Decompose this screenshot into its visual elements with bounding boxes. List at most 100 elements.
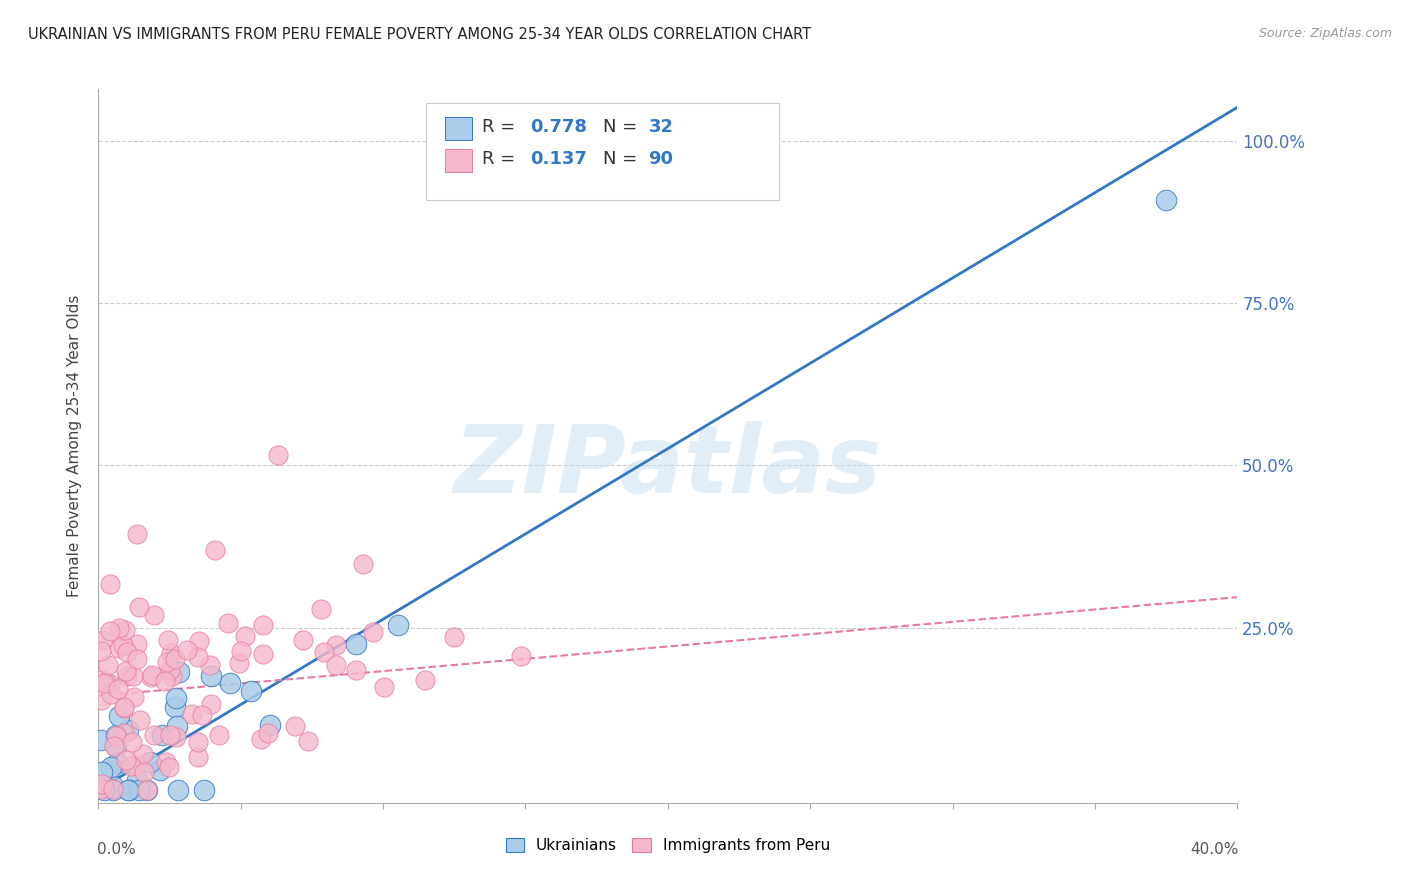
Point xyxy=(117,644,139,658)
Point xyxy=(104,739,127,753)
Y-axis label: Female Poverty Among 25-34 Year Olds: Female Poverty Among 25-34 Year Olds xyxy=(67,295,83,597)
Point xyxy=(291,632,314,647)
FancyBboxPatch shape xyxy=(444,149,472,172)
Point xyxy=(198,658,221,673)
Point xyxy=(128,600,150,615)
Point xyxy=(297,733,319,747)
Point xyxy=(108,640,131,655)
Point xyxy=(135,782,157,797)
Point xyxy=(259,718,281,732)
Point xyxy=(98,577,121,591)
Point xyxy=(325,638,347,652)
Point xyxy=(208,728,231,742)
Point xyxy=(100,760,122,774)
Point xyxy=(128,782,150,797)
Point xyxy=(387,617,409,632)
Point xyxy=(159,663,181,677)
Point xyxy=(188,634,211,648)
Point xyxy=(104,728,127,742)
Point xyxy=(267,448,290,462)
Point xyxy=(373,680,395,694)
Point xyxy=(90,782,112,797)
Point xyxy=(252,618,274,632)
Point xyxy=(217,615,239,630)
Point xyxy=(510,648,533,663)
Point xyxy=(344,637,367,651)
Point xyxy=(344,663,367,677)
Point xyxy=(121,669,143,683)
Point xyxy=(1154,194,1177,208)
Point xyxy=(167,665,190,679)
Point xyxy=(141,668,163,682)
Point xyxy=(363,624,385,639)
Text: N =: N = xyxy=(603,118,643,136)
FancyBboxPatch shape xyxy=(426,103,779,200)
Text: 90: 90 xyxy=(648,150,673,168)
Point xyxy=(132,747,155,762)
Point xyxy=(101,781,124,796)
Text: 0.0%: 0.0% xyxy=(97,842,136,857)
Point xyxy=(104,729,127,743)
Point xyxy=(257,726,280,740)
Point xyxy=(108,709,131,723)
Point xyxy=(101,780,124,794)
Point xyxy=(165,730,187,744)
Text: UKRAINIAN VS IMMIGRANTS FROM PERU FEMALE POVERTY AMONG 25-34 YEAR OLDS CORRELATI: UKRAINIAN VS IMMIGRANTS FROM PERU FEMALE… xyxy=(28,27,811,42)
Point xyxy=(187,735,209,749)
Point xyxy=(252,647,274,661)
Point xyxy=(127,526,149,541)
Point xyxy=(155,673,177,688)
Point xyxy=(143,607,166,622)
Point xyxy=(98,677,121,691)
Point xyxy=(156,655,179,669)
Point xyxy=(125,637,148,651)
Point xyxy=(136,782,159,797)
Point xyxy=(142,728,165,742)
Point xyxy=(114,623,136,637)
Point xyxy=(187,650,209,665)
Point xyxy=(415,673,437,688)
Point xyxy=(157,632,180,647)
Point xyxy=(312,645,335,659)
Point xyxy=(120,758,142,772)
Point xyxy=(100,624,122,639)
Point xyxy=(103,739,125,753)
Text: 32: 32 xyxy=(648,118,673,136)
Text: Source: ZipAtlas.com: Source: ZipAtlas.com xyxy=(1258,27,1392,40)
Point xyxy=(107,756,129,770)
Text: R =: R = xyxy=(482,150,522,168)
Point xyxy=(325,658,347,673)
Point xyxy=(122,690,145,704)
Point xyxy=(91,632,114,647)
Point xyxy=(93,675,115,690)
Point xyxy=(159,728,181,742)
Point xyxy=(97,657,120,672)
Point xyxy=(93,782,115,797)
Point xyxy=(176,643,198,657)
Point xyxy=(112,638,135,652)
Point xyxy=(167,782,190,797)
Point xyxy=(121,735,143,749)
Point xyxy=(112,700,135,714)
Point xyxy=(249,731,271,746)
Point xyxy=(163,652,186,666)
Text: 40.0%: 40.0% xyxy=(1189,842,1239,857)
Point xyxy=(132,765,155,780)
Point xyxy=(118,782,141,797)
Point xyxy=(125,757,148,772)
Point xyxy=(114,664,136,678)
Point xyxy=(160,669,183,683)
Text: R =: R = xyxy=(482,118,522,136)
Point xyxy=(91,777,114,791)
Point xyxy=(117,723,139,737)
Point xyxy=(228,657,250,671)
Text: N =: N = xyxy=(603,150,643,168)
Point xyxy=(101,782,124,797)
Point xyxy=(100,687,122,701)
FancyBboxPatch shape xyxy=(444,117,472,140)
Point xyxy=(129,713,152,727)
Point xyxy=(112,726,135,740)
Point xyxy=(165,700,187,714)
Point xyxy=(284,719,307,733)
Point xyxy=(200,668,222,682)
